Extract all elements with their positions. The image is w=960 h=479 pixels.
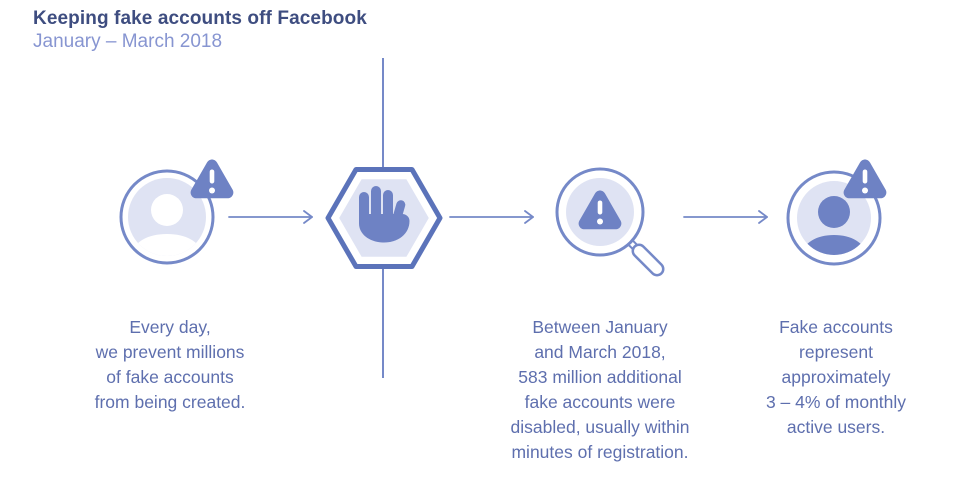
step-caption-prevent: Every day, we prevent millions of fake a… (94, 317, 246, 412)
stop-hand-icon (359, 186, 410, 243)
magnifier-warning-icon (555, 167, 665, 277)
step-caption-disabled: Between January and March 2018, 583 mill… (510, 317, 690, 462)
page-title: Keeping fake accounts off Facebook (33, 8, 367, 29)
profile-warning-icon (786, 159, 887, 266)
stop-hand-hexagon-icon (325, 167, 443, 269)
flow-arrow-icon (683, 210, 768, 224)
warning-triangle-icon (190, 159, 234, 199)
flow-arrow-icon (449, 210, 534, 224)
fake-account-profile-warning-icon (119, 159, 234, 265)
step-caption-share: Fake accounts represent approximately 3 … (765, 317, 907, 437)
flow-arrow-icon (228, 210, 313, 224)
magnifier-handle (626, 238, 665, 277)
page-subtitle: January – March 2018 (33, 31, 223, 52)
user-silhouette-icon (800, 196, 868, 255)
user-silhouette-icon (131, 194, 203, 256)
